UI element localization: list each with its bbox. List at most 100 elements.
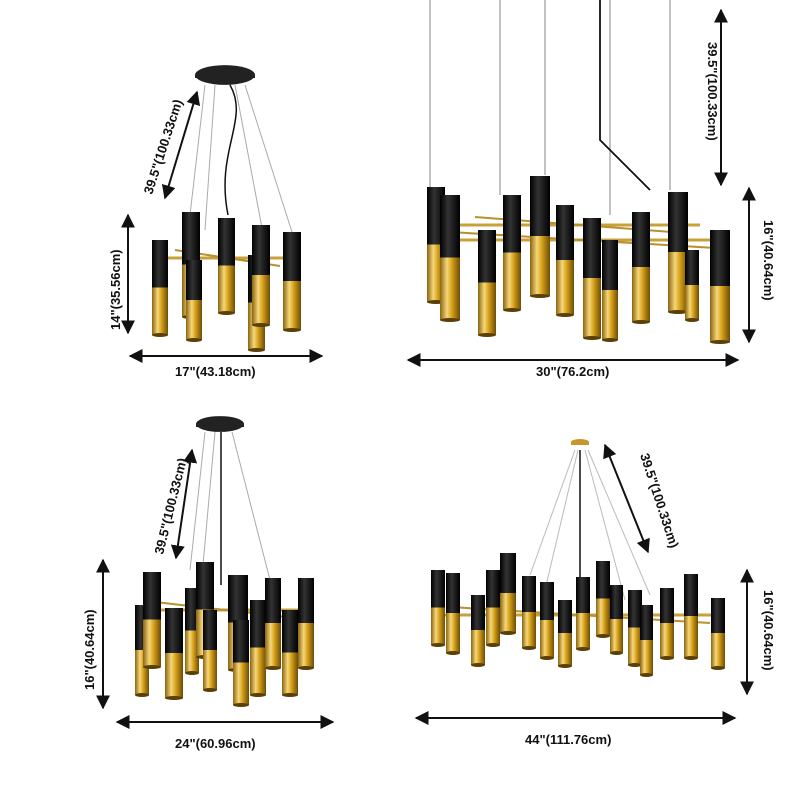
tube-black-top xyxy=(431,570,445,608)
tube-black-top xyxy=(500,553,516,593)
tube xyxy=(446,573,460,655)
wire xyxy=(231,431,271,581)
tube xyxy=(576,577,590,651)
tube-gold-bottom xyxy=(143,619,161,667)
tube-end xyxy=(710,340,730,344)
tube-gold-bottom xyxy=(471,630,485,665)
tube-gold-bottom xyxy=(556,260,574,315)
tube-end xyxy=(143,665,161,669)
tube-gold-bottom xyxy=(446,613,460,653)
tube-gold-bottom xyxy=(503,252,521,310)
tube-black-top xyxy=(196,562,214,610)
height-label-2: 16"(40.64cm) xyxy=(761,220,776,301)
tube xyxy=(500,553,516,635)
tube-black-top xyxy=(556,205,574,260)
tube xyxy=(558,600,572,668)
tube-end xyxy=(583,336,601,340)
tube-gold-bottom xyxy=(283,281,301,330)
width-label-3: 24"(60.96cm) xyxy=(175,736,256,751)
canopy-rim xyxy=(195,75,255,78)
tube-gold-bottom xyxy=(165,653,183,698)
height-label-4: 16"(40.64cm) xyxy=(761,590,776,671)
tube-end xyxy=(610,651,623,655)
tube-black-top xyxy=(165,608,183,653)
tube xyxy=(252,225,270,327)
tube-end xyxy=(632,320,650,324)
tube-black-top xyxy=(152,240,168,288)
tube-black-top xyxy=(185,588,199,631)
tube-end xyxy=(478,333,496,337)
tube-black-top xyxy=(446,573,460,613)
tube xyxy=(668,192,688,314)
tube-gold-bottom xyxy=(583,278,601,338)
tube-gold-bottom xyxy=(152,287,168,335)
tube-black-top xyxy=(576,577,590,613)
tube-end xyxy=(602,338,618,342)
wire xyxy=(244,84,293,233)
tube-end xyxy=(250,693,266,697)
tube-end xyxy=(446,651,460,655)
tube xyxy=(602,240,618,342)
tube-black-top xyxy=(203,610,217,650)
hang-length-label-4: 39.5"(100.33cm) xyxy=(637,451,682,549)
tube-gold-bottom xyxy=(711,633,725,668)
tube-end xyxy=(684,656,698,660)
tube-gold-bottom xyxy=(298,623,314,668)
tube-black-top xyxy=(186,260,202,300)
tube-gold-bottom xyxy=(185,630,199,673)
tube-gold-bottom xyxy=(660,623,674,658)
tube-black-top xyxy=(486,570,500,608)
tube xyxy=(628,590,642,667)
tube-black-top xyxy=(684,574,698,616)
tube-end xyxy=(203,688,217,692)
tube-black-top xyxy=(265,578,281,623)
tube xyxy=(250,600,266,697)
tube-gold-bottom xyxy=(218,265,235,313)
tube-black-top xyxy=(685,250,699,285)
tube-gold-bottom xyxy=(685,285,699,320)
canopy-rim xyxy=(571,442,589,445)
tube xyxy=(610,585,623,655)
tube-black-top xyxy=(182,212,200,265)
wire xyxy=(202,431,216,566)
tube-end xyxy=(640,673,653,677)
tube xyxy=(660,588,674,660)
tube-gold-bottom xyxy=(530,236,550,296)
tube-gold-bottom xyxy=(628,627,642,665)
tube-gold-bottom xyxy=(576,613,590,649)
tube xyxy=(282,610,298,697)
tube xyxy=(583,218,601,340)
tube-black-top xyxy=(218,218,235,266)
tube xyxy=(186,260,202,342)
hang-length-label-2: 39.5"(100.33cm) xyxy=(705,42,720,141)
tube-gold-bottom xyxy=(250,647,266,695)
power-cord xyxy=(224,84,238,216)
tube-end xyxy=(298,666,314,670)
tube-black-top xyxy=(610,585,623,619)
tube xyxy=(540,582,554,660)
tube-black-top xyxy=(282,610,298,653)
tube-gold-bottom xyxy=(640,640,653,675)
tube xyxy=(152,240,168,337)
tube-black-top xyxy=(632,212,650,267)
tube xyxy=(640,605,653,677)
tube-end xyxy=(252,323,270,327)
hang-arrow-3 xyxy=(170,448,198,560)
wire xyxy=(529,449,576,576)
tube-black-top xyxy=(503,195,521,253)
tube-gold-bottom xyxy=(632,267,650,322)
tube xyxy=(486,570,500,647)
tube-black-top xyxy=(233,620,249,663)
tube-end xyxy=(283,328,301,332)
hang-arrow-4 xyxy=(603,443,650,554)
tube-gold-bottom xyxy=(610,619,623,653)
tube-end xyxy=(668,310,688,314)
tube-end xyxy=(218,311,235,315)
tube xyxy=(632,212,650,324)
canopy-rim xyxy=(196,424,244,427)
tube xyxy=(471,595,485,667)
tube-black-top xyxy=(583,218,601,278)
tube-gold-bottom xyxy=(233,662,249,705)
tube-gold-bottom xyxy=(186,300,202,340)
